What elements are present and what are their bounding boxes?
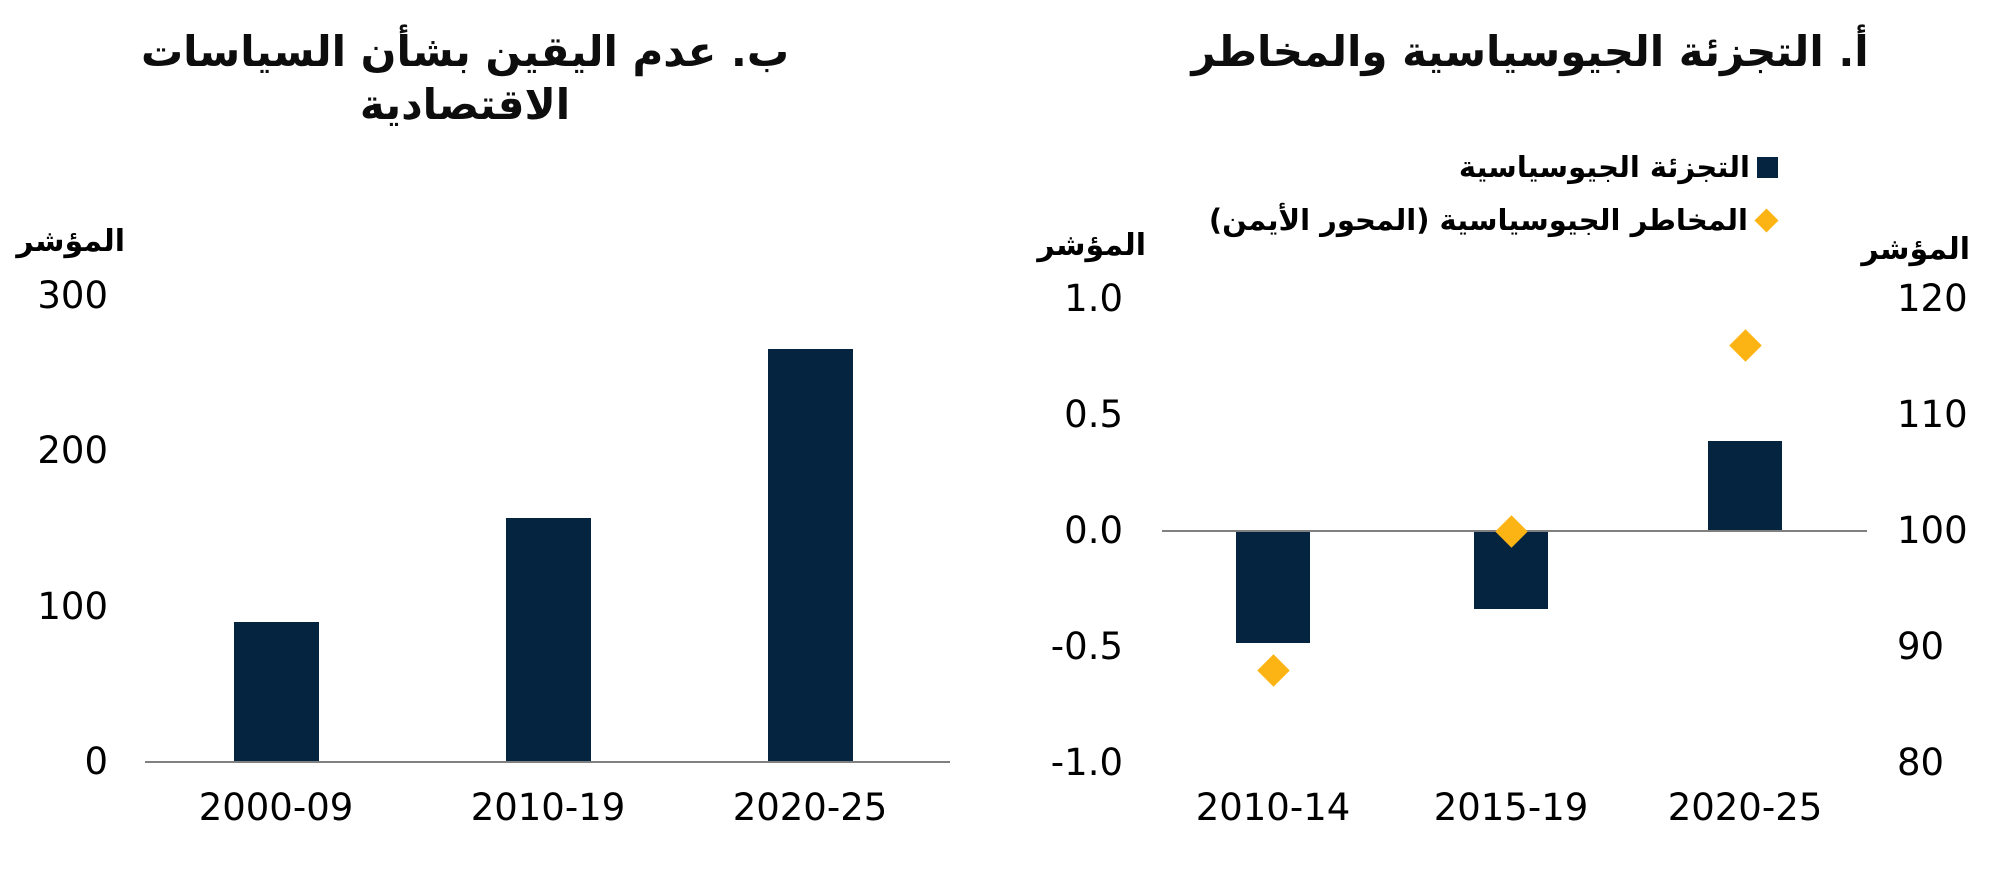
panel-b-yaxis-unit-label: المؤشر: [16, 224, 125, 259]
panel-b-ytick-300: 300: [37, 274, 108, 317]
panel-b-bar-2000-09: [233, 622, 319, 762]
panel-a-right-ytick-90: 90: [1897, 625, 1945, 668]
panel-a-risk-diamond-2020-25: [1728, 329, 1762, 362]
panel-a-left-ytick--0.5: -0.5: [1050, 625, 1123, 668]
panel-a-left-ytick-0.0: 0.0: [1064, 509, 1123, 552]
panel-a-xtick-2015-19: 2015-19: [1433, 786, 1589, 829]
navy-square-legend-icon: [1757, 156, 1778, 178]
panel-b-xtick-2010-19: 2010-19: [470, 786, 626, 829]
panel-b-title: ب. عدم اليقين بشأن السياسات الاقتصادية: [140, 27, 790, 129]
panel-a-title: أ. التجزئة الجيوسياسية والمخاطر: [1191, 27, 1869, 76]
panel-a-bar-2010-14: [1236, 532, 1310, 644]
panel-a-right-axis-unit-label: المؤشر: [1861, 232, 1970, 267]
panel-b-ytick-200: 200: [37, 429, 108, 473]
panel-a-left-axis-unit-label: المؤشر: [1037, 228, 1146, 263]
panel-b-xtick-2000-09: 2000-09: [198, 786, 354, 829]
panel-a-xtick-2020-25: 2020-25: [1667, 786, 1823, 829]
panel-b-bar-2010-19: [505, 518, 591, 762]
panel-a-xtick-2010-14: 2010-14: [1195, 786, 1351, 829]
legend-item-risks-label: المخاطر الجيوسياسية (المحور الأيمن): [1208, 203, 1748, 237]
yellow-diamond-legend-icon: [1754, 207, 1779, 233]
panel-a-left-ytick-1.0: 1.0: [1064, 277, 1123, 320]
panel-a-right-ytick-80: 80: [1897, 741, 1945, 784]
panel-b-x-axis-line: [145, 761, 950, 763]
panel-a-right-ytick-100: 100: [1897, 509, 1968, 552]
legend-item-fragmentation: التجزئة الجيوسياسية: [1200, 150, 1778, 184]
panel-b-ytick-100: 100: [37, 584, 108, 628]
panel-a-risk-diamond-2010-14: [1256, 653, 1290, 687]
panel-b-ytick-0: 0: [84, 740, 108, 783]
panel-a-right-ytick-110: 110: [1897, 393, 1968, 436]
panel-a-left-ytick-0.5: 0.5: [1064, 393, 1123, 436]
panel-a-right-ytick-120: 120: [1897, 277, 1968, 320]
panel-b-bar-2020-25: [767, 348, 853, 762]
panel-a-left-ytick--1.0: -1.0: [1050, 741, 1123, 784]
panel-a-bar-2020-25: [1708, 440, 1782, 531]
legend-item-fragmentation-label: التجزئة الجيوسياسية: [1458, 150, 1750, 184]
legend-item-risks: المخاطر الجيوسياسية (المحور الأيمن): [1200, 203, 1779, 237]
panel-b-xtick-2020-25: 2020-25: [732, 786, 888, 829]
